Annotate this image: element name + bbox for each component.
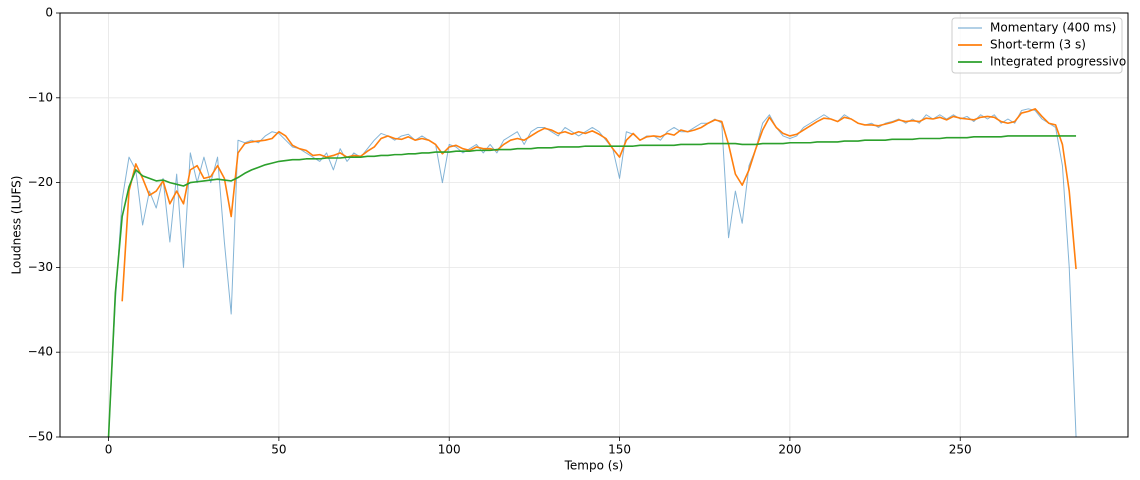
y-tick-label: −30 [28,260,53,274]
axes-frame [59,12,1129,438]
grid [60,12,1128,438]
x-tick-label: 50 [271,443,286,457]
ticks: 0 50 100 150 200 250 −50 −40 −30 −20 −10 0 [28,6,972,457]
y-tick-label: −50 [28,430,53,444]
y-tick-label: −40 [28,345,53,359]
x-tick-label: 150 [608,443,631,457]
x-axis-label: Tempo (s) [564,459,624,473]
legend-label: Momentary (400 ms) [990,21,1116,35]
series-line [121,108,1077,302]
y-tick-label: −10 [28,90,53,104]
y-tick-label: −20 [28,175,53,189]
series-line [107,135,1077,437]
y-axis-label: Loudness (LUFS) [10,176,24,275]
x-tick-label: 250 [949,443,972,457]
legend-label: Integrated progressivo [990,55,1126,69]
plot-area [107,108,1077,437]
series-line [108,108,1077,437]
y-tick-label: 0 [45,6,53,20]
x-tick-label: 200 [778,443,801,457]
x-tick-label: 100 [438,443,461,457]
legend: Momentary (400 ms) Short-term (3 s) Integr… [951,17,1126,74]
legend-label: Short-term (3 s) [990,38,1086,52]
x-tick-label: 0 [105,443,113,457]
legend-box [951,17,1123,74]
